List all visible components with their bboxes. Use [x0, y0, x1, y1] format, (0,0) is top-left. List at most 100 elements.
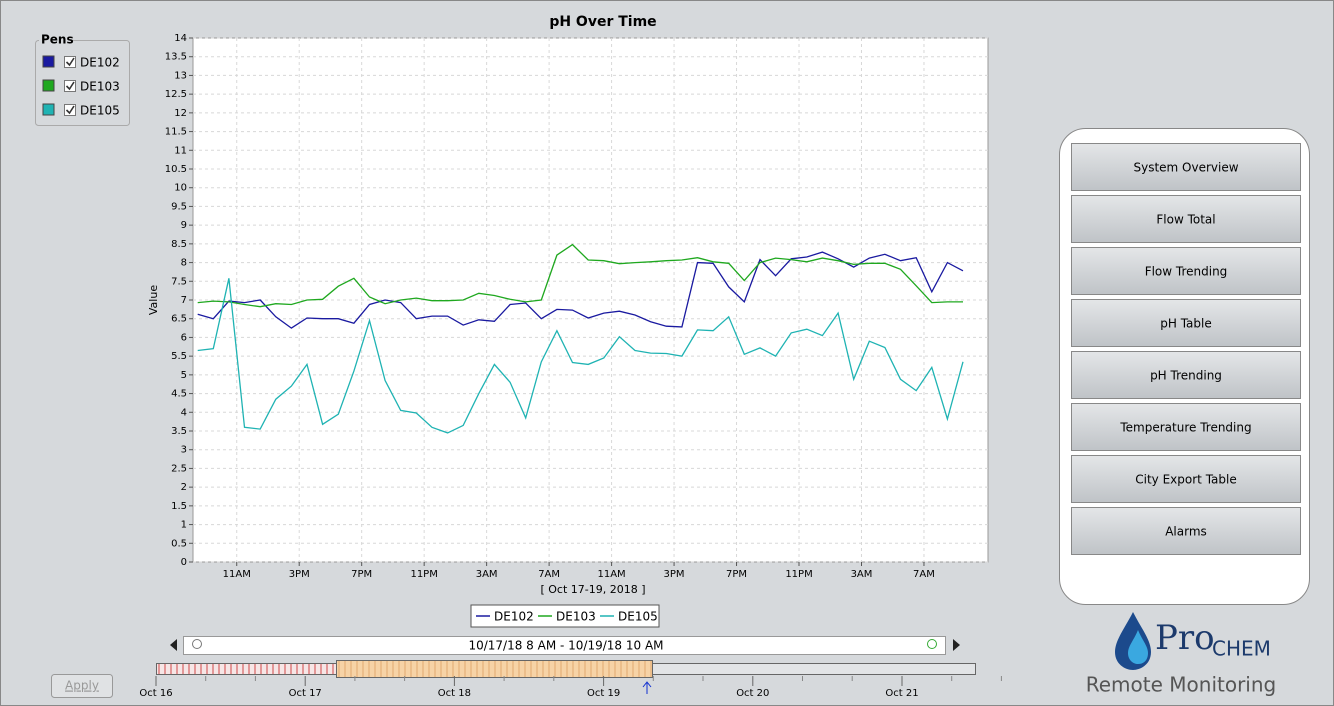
pen-label: DE102	[80, 56, 120, 70]
y-tick-label: 8.5	[171, 239, 187, 250]
nav-button-label: City Export Table	[1135, 473, 1236, 487]
logo-drop-inner	[1128, 630, 1148, 664]
logo-tagline: Remote Monitoring	[1086, 673, 1276, 697]
nav-button[interactable]	[1071, 403, 1301, 451]
x-tick-label: 7AM	[913, 569, 935, 580]
y-tick-label: 12	[174, 108, 187, 119]
timeline-label: Oct 21	[885, 688, 918, 699]
pen-check	[65, 57, 75, 67]
y-tick-label: 8	[181, 258, 187, 269]
y-tick-label: 10	[174, 183, 187, 194]
pens-panel	[35, 40, 130, 126]
timeline-history	[157, 664, 336, 674]
range-field[interactable]	[183, 636, 946, 655]
nav-button-label: Flow Trending	[1145, 265, 1228, 279]
zoom-out[interactable]	[192, 639, 202, 649]
y-tick-label: 3	[181, 445, 187, 456]
timeline-label: Oct 16	[139, 688, 172, 699]
nav-button[interactable]	[1071, 507, 1301, 555]
legend-label: DE103	[556, 610, 596, 624]
range-label: 10/17/18 8 AM - 10/19/18 10 AM	[468, 639, 663, 653]
series-line	[197, 243, 963, 308]
y-tick-label: 11.5	[165, 127, 187, 138]
y-tick-label: 6	[181, 332, 187, 343]
y-tick-label: 5	[181, 370, 187, 381]
nav-button-label: pH Trending	[1150, 369, 1222, 383]
chart-title: pH Over Time	[549, 14, 656, 30]
x-tick-label: 7PM	[351, 569, 372, 580]
y-tick-label: 14	[174, 33, 187, 44]
series-line	[197, 278, 964, 434]
timeline-label: Oct 18	[438, 688, 471, 699]
pen-color	[42, 55, 55, 68]
y-tick-label: 13.5	[165, 52, 187, 63]
scroll-right[interactable]	[953, 639, 960, 651]
pens-title-bg	[39, 33, 73, 47]
nav-button-label: System Overview	[1133, 161, 1238, 175]
y-tick-label: 4.5	[171, 389, 187, 400]
x-tick-label: 3PM	[664, 569, 685, 580]
y-tick-label: 3.5	[171, 426, 187, 437]
legend-box	[470, 604, 660, 628]
y-tick-label: 2	[181, 482, 187, 493]
x-tick-label: 7AM	[538, 569, 560, 580]
legend-label: DE102	[494, 610, 534, 624]
nav-button[interactable]	[1071, 299, 1301, 347]
timeline-label: Oct 19	[587, 688, 620, 699]
zoom-in[interactable]	[927, 639, 937, 649]
y-tick-label: 7.5	[171, 276, 187, 287]
y-axis-title: Value	[147, 285, 160, 315]
nav-button[interactable]	[1071, 247, 1301, 295]
pen-checkbox[interactable]	[64, 56, 76, 68]
y-tick-label: 0	[181, 557, 187, 568]
nav-button[interactable]	[1071, 455, 1301, 503]
apply-label: Apply	[65, 679, 99, 693]
x-tick-label: 7PM	[726, 569, 747, 580]
timeline-label: Oct 17	[289, 688, 322, 699]
x-tick-label: 11PM	[410, 569, 437, 580]
y-tick-label: 4	[181, 407, 187, 418]
pen-checkbox[interactable]	[64, 80, 76, 92]
nav-button[interactable]	[1071, 143, 1301, 191]
logo-chem: CHEM	[1212, 637, 1271, 661]
pens-title: Pens	[41, 33, 74, 47]
pen-check	[65, 81, 75, 91]
y-tick-label: 12.5	[165, 89, 187, 100]
x-tick-label: 3AM	[476, 569, 498, 580]
y-tick-label: 2.5	[171, 463, 187, 474]
y-tick-label: 6.5	[171, 314, 187, 325]
y-tick-label: 7	[181, 295, 187, 306]
x-tick-label: 11PM	[785, 569, 812, 580]
scroll-left[interactable]	[170, 639, 177, 651]
pen-color	[42, 103, 55, 116]
x-tick-label: 11AM	[223, 569, 251, 580]
pen-check	[65, 105, 75, 115]
nav-button[interactable]	[1071, 351, 1301, 399]
y-tick-label: 11	[174, 145, 187, 156]
nav-button-label: Flow Total	[1156, 213, 1215, 227]
x-axis-title: [ Oct 17-19, 2018 ]	[540, 583, 645, 596]
legend-label: DE105	[618, 610, 658, 624]
logo-pro: Pro	[1155, 618, 1215, 658]
series-line	[197, 251, 964, 329]
timeline-selection[interactable]	[336, 660, 653, 678]
pen-color	[42, 79, 55, 92]
nav-button[interactable]	[1071, 195, 1301, 243]
pen-label: DE103	[80, 80, 120, 94]
y-tick-label: 1	[181, 520, 187, 531]
y-tick-label: 9.5	[171, 201, 187, 212]
y-tick-label: 13	[174, 70, 187, 81]
y-tick-label: 10.5	[165, 164, 187, 175]
x-tick-label: 3PM	[289, 569, 310, 580]
y-tick-label: 1.5	[171, 501, 187, 512]
apply-button[interactable]	[51, 674, 113, 698]
y-tick-label: 5.5	[171, 351, 187, 362]
nav-button-label: pH Table	[1160, 317, 1212, 331]
x-tick-label: 3AM	[851, 569, 873, 580]
nav-button-label: Temperature Trending	[1119, 421, 1251, 435]
pen-checkbox[interactable]	[64, 104, 76, 116]
y-tick-label: 0.5	[171, 538, 187, 549]
y-tick-label: 9	[181, 220, 187, 231]
